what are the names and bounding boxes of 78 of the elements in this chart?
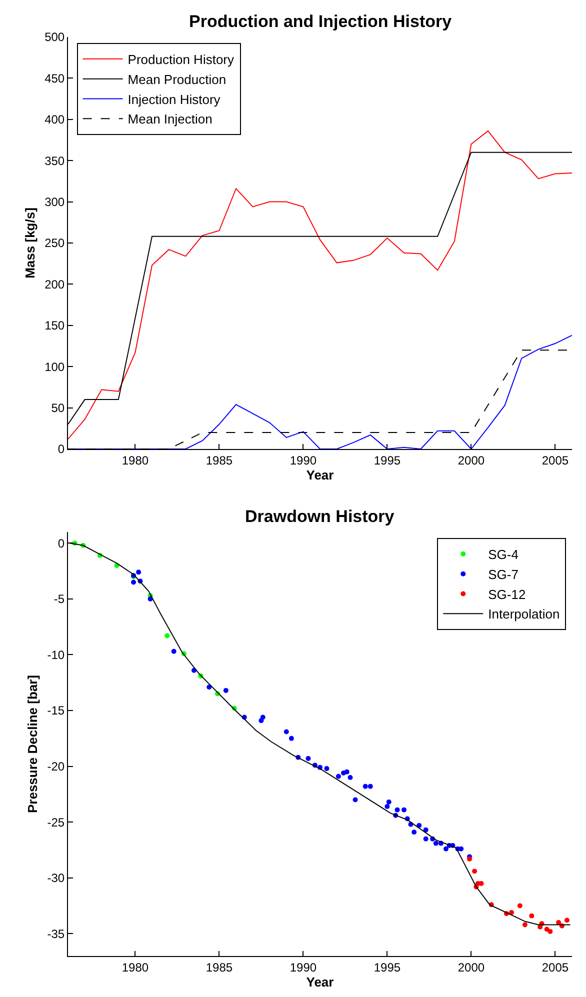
point [306, 756, 311, 762]
legend-label: SG-12 [488, 586, 526, 602]
x-tick-label: 1980 [122, 453, 149, 468]
y-tick-label: -35 [47, 926, 65, 941]
legend-label: Injection History [128, 92, 221, 107]
point [362, 784, 368, 789]
point [260, 714, 266, 720]
point [136, 570, 142, 575]
y-tick-label: 350 [44, 154, 65, 168]
point [336, 774, 341, 779]
chart-title: Production and Injection History [189, 12, 452, 31]
point [288, 736, 294, 741]
x-tick-label: 2005 [542, 453, 569, 468]
x-axis-title: Year [306, 974, 334, 990]
point [284, 729, 289, 734]
point [324, 766, 330, 772]
x-tick-label: 1995 [374, 453, 401, 468]
point [423, 836, 428, 842]
x-tick-label: 2000 [458, 960, 485, 974]
point [402, 807, 406, 812]
y-tick-label: -15 [47, 704, 65, 718]
x-tick-label: 1985 [206, 960, 233, 974]
point [368, 784, 373, 789]
y-tick-label: 450 [44, 71, 65, 86]
legend-label: Interpolation [488, 606, 560, 622]
x-tick-label: 2005 [542, 960, 569, 974]
x-tick-label: 1995 [374, 960, 401, 974]
x-tick-label: 1985 [206, 453, 233, 468]
legend-label: SG-4 [488, 547, 518, 562]
point [131, 580, 136, 585]
point [223, 688, 228, 693]
point [458, 846, 464, 852]
point [423, 827, 428, 832]
x-tick-label: 2000 [458, 453, 485, 468]
y-tick-label: 150 [44, 318, 65, 333]
point [394, 807, 400, 812]
point [352, 797, 358, 802]
point [564, 918, 570, 923]
point [472, 868, 478, 874]
y-tick-label: 400 [44, 112, 65, 127]
y-tick-label: 250 [44, 236, 65, 250]
y-tick-label: 50 [51, 401, 65, 415]
legend-label: Mean Injection [128, 112, 212, 127]
point [433, 840, 438, 846]
point [517, 903, 522, 908]
y-tick-label: 0 [58, 536, 65, 550]
x-tick-label: 1980 [122, 960, 149, 974]
y-tick-label: -25 [47, 815, 65, 830]
point [548, 928, 553, 934]
y-tick-label: 300 [44, 195, 65, 209]
point [171, 648, 176, 654]
legend-label: SG-7 [488, 566, 518, 582]
legend-label: Mean Production [128, 72, 226, 87]
x-tick-label: 1990 [290, 453, 317, 468]
point [164, 633, 170, 638]
y-axis-title: Pressure Decline [bar] [25, 674, 40, 814]
point [509, 910, 514, 915]
y-tick-label: 0 [58, 442, 65, 456]
legend-label: Production History [128, 52, 234, 67]
point [344, 769, 350, 774]
y-tick-label: -5 [54, 592, 65, 606]
point [522, 922, 528, 928]
y-tick-label: -20 [47, 760, 65, 774]
chart-title: Drawdown History [245, 507, 395, 526]
point [348, 774, 353, 780]
y-tick-label: 100 [44, 360, 65, 374]
point [384, 804, 390, 809]
y-tick-label: 200 [44, 277, 65, 292]
point [444, 846, 448, 852]
point [529, 913, 534, 918]
point [386, 800, 392, 805]
y-tick-label: 500 [44, 30, 65, 44]
y-tick-label: -10 [47, 648, 65, 662]
y-tick-label: -30 [47, 871, 65, 886]
y-axis-title: Mass [kg/s] [22, 208, 38, 278]
x-tick-label: 1990 [290, 960, 317, 974]
point [412, 830, 417, 835]
x-axis-title: Year [306, 467, 334, 482]
